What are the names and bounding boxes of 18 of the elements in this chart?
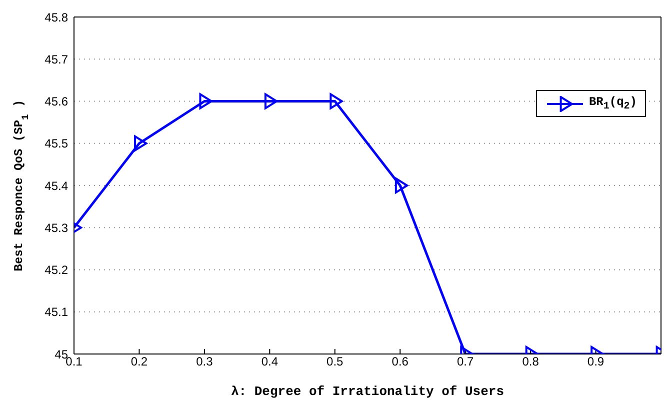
y-tick-label: 45.5 xyxy=(44,136,68,151)
legend-label: BR$_{1}$(q$_{2}$) xyxy=(588,95,637,112)
x-axis-title: λ: Degree of Irrationality of Users xyxy=(230,384,504,400)
y-tick-label: 45.6 xyxy=(44,94,68,109)
x-tick-label: 0.7 xyxy=(456,354,474,369)
y-tick-label: 45.4 xyxy=(44,178,68,193)
y-tick-label: 45.8 xyxy=(44,10,68,24)
x-tick-label: 0.2 xyxy=(130,354,148,369)
y-tick-label: 45.7 xyxy=(44,52,68,66)
x-tick-label: 0.6 xyxy=(392,354,409,369)
y-tick-label: 45.3 xyxy=(44,220,68,235)
x-tick-label: 0.8 xyxy=(522,354,540,369)
x-tick-label: 0.5 xyxy=(326,354,344,369)
x-tick-label: 0.4 xyxy=(261,354,278,369)
y-tick-label: 45.2 xyxy=(44,263,68,278)
y-tick-label: 45.1 xyxy=(44,305,68,320)
x-tick-label: 0.3 xyxy=(196,354,214,369)
x-tick-label: 0.9 xyxy=(587,354,604,369)
